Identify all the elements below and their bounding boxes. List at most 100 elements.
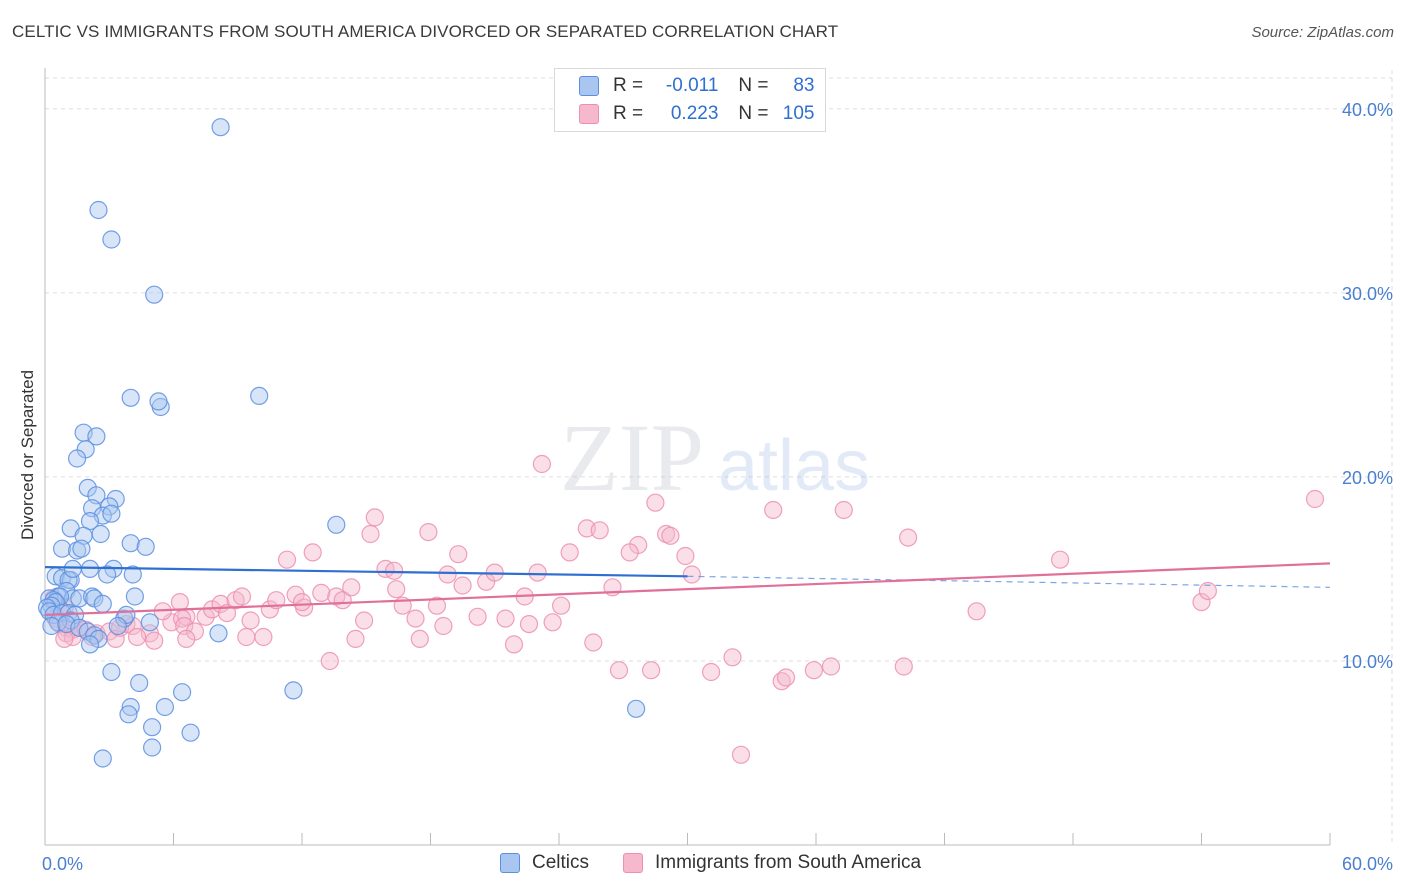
immigrants-point [528, 563, 547, 582]
tick-labels: 10.0% 20.0% 30.0% 40.0% 0.0% 60.0% [42, 100, 1393, 874]
immigrants-legend-swatch [623, 853, 643, 873]
r-label: R = [613, 103, 644, 124]
y-axis-label: Divorced or Separated [18, 370, 37, 540]
celtics-point [173, 683, 192, 702]
celtics-point [155, 697, 174, 717]
immigrants-point [584, 633, 603, 652]
immigrants-point [303, 543, 322, 562]
celtics-point [106, 489, 125, 509]
source-label: Source: ZipAtlas.com [1251, 24, 1394, 41]
immigrants-r-value: 0.223 [670, 103, 719, 124]
celtics-point [284, 681, 303, 700]
celtics-point [93, 749, 112, 768]
immigrants-point [776, 668, 796, 687]
axes [44, 68, 1331, 846]
celtics-point [121, 388, 140, 407]
immigrants-point [1198, 581, 1218, 601]
r-label: R = [613, 75, 644, 96]
n-label: N = [738, 103, 769, 124]
celtics-point [145, 285, 164, 304]
immigrants-point [1050, 550, 1070, 569]
immigrants-point [661, 526, 680, 545]
watermark-zip: ZIP [560, 404, 704, 511]
immigrants-point [292, 592, 312, 612]
celtics-point [130, 673, 149, 693]
celtics-point [72, 539, 91, 558]
celtics-point [149, 392, 168, 411]
immigrants-point [504, 635, 524, 654]
immigrants-point [312, 583, 331, 603]
n-label: N = [738, 75, 769, 96]
celtics-point [91, 524, 110, 544]
immigrants-point [723, 648, 742, 667]
celtics-trend-extension [687, 575, 1331, 588]
immigrants-point [682, 565, 701, 584]
legend-item-celtics: Celtics [500, 852, 589, 874]
celtics-point [123, 565, 142, 584]
celtics-point [209, 624, 228, 643]
chart-title: CELTIC VS IMMIGRANTS FROM SOUTH AMERICA … [12, 22, 839, 41]
immigrants-point [551, 596, 571, 615]
immigrants-point [1192, 592, 1211, 612]
celtics-point [97, 565, 117, 584]
celtics-point [143, 738, 162, 757]
trend-lines [44, 562, 1331, 617]
celtics-point [121, 697, 140, 717]
immigrants-point [365, 508, 384, 527]
celtics-n-value: 83 [793, 75, 815, 96]
y-tick-label: 10.0% [1342, 652, 1393, 672]
immigrants-point [519, 614, 539, 634]
y-tick-label: 30.0% [1342, 284, 1393, 304]
celtics-point [626, 699, 646, 718]
immigrants-point [453, 576, 472, 595]
immigrants-point [170, 592, 189, 612]
celtics-point [102, 504, 121, 523]
immigrants-point [286, 585, 305, 604]
immigrants-point [804, 661, 824, 680]
celtics-point [121, 534, 140, 553]
celtics-point [87, 427, 106, 446]
celtics-point [80, 635, 100, 654]
celtics-swatch [579, 76, 599, 96]
celtics-point [102, 230, 121, 249]
immigrants-point [128, 627, 147, 647]
watermark: ZIP atlas [560, 404, 870, 511]
celtics-point [327, 515, 346, 534]
immigrants-point [55, 629, 74, 649]
immigrants-point [145, 631, 164, 650]
immigrants-point [361, 524, 380, 544]
immigrants-point [620, 543, 639, 562]
immigrants-point [438, 565, 457, 584]
immigrants-point [449, 545, 468, 564]
immigrants-point [406, 609, 425, 628]
immigrants-point [646, 493, 665, 512]
immigrants-swatch [579, 104, 599, 124]
immigrants-point [277, 550, 297, 569]
immigrants-legend-label: Immigrants from South America [655, 852, 922, 873]
immigrants-point [254, 627, 273, 647]
immigrants-point [410, 629, 429, 649]
celtics-point [52, 539, 72, 558]
immigrants-point [641, 661, 661, 680]
celtics-point [59, 570, 78, 590]
celtics-point [140, 613, 159, 632]
immigrants-point [434, 616, 453, 636]
x-tick-label-max: 60.0% [1342, 854, 1393, 874]
immigrants-point [590, 521, 609, 540]
immigrants-point [834, 500, 853, 520]
celtics-legend-label: Celtics [532, 852, 590, 873]
immigrants-n-value: 105 [782, 103, 815, 124]
immigrants-point [764, 500, 783, 520]
celtics-point [100, 497, 119, 516]
celtics-point [119, 705, 138, 724]
immigrants-point [342, 578, 361, 597]
celtics-point [108, 616, 127, 636]
celtics-point [250, 386, 269, 405]
celtics-point [89, 200, 108, 220]
immigrants-point [427, 596, 446, 615]
y-tick-label: 40.0% [1342, 100, 1393, 120]
legend-item-immigrants: Immigrants from South America [623, 852, 921, 874]
immigrants-point [346, 629, 365, 649]
immigrants-point [355, 611, 374, 630]
